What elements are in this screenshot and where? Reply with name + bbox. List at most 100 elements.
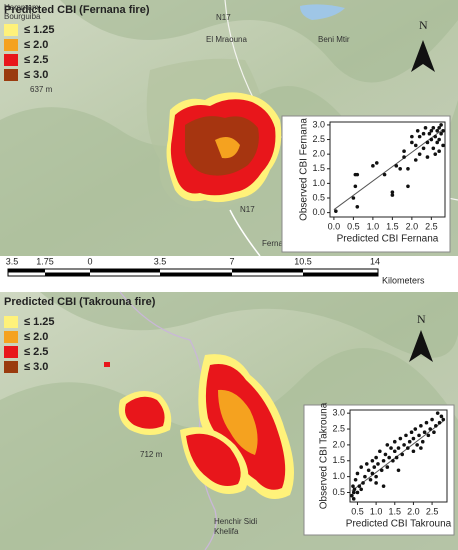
- x-tick-label: 2.0: [407, 506, 420, 516]
- y-tick-label: 0.5: [312, 192, 325, 202]
- scatter-point: [351, 196, 356, 200]
- scatter-point: [357, 484, 362, 488]
- x-tick-label: 0.5: [351, 506, 364, 516]
- scatter-point: [435, 128, 440, 133]
- scale-label: 0: [87, 256, 92, 266]
- scatter-point: [406, 184, 410, 189]
- scatter-point: [396, 446, 401, 450]
- legend-swatch: [4, 346, 18, 358]
- scatter-point: [435, 140, 440, 145]
- scatter-point: [374, 455, 378, 460]
- scatter-point: [434, 424, 438, 428]
- place-label: El Mraouna: [206, 35, 247, 44]
- scatter-point: [415, 128, 420, 133]
- x-tick-label: 1.5: [386, 221, 399, 231]
- scatter-point: [361, 481, 365, 485]
- scatter-point: [398, 166, 402, 171]
- scatter-point: [381, 484, 386, 488]
- scatter-point: [400, 452, 405, 457]
- scatter-point: [355, 490, 360, 495]
- scatter-point: [428, 427, 433, 431]
- scatter-point: [374, 481, 378, 485]
- burn-area: [104, 354, 294, 499]
- scatter-point: [433, 152, 438, 156]
- scatter-point: [439, 131, 443, 136]
- y-tick-label: 3.0: [332, 408, 345, 418]
- scatter-point: [415, 443, 419, 447]
- scatter-point: [398, 436, 403, 441]
- scatter-point: [409, 430, 414, 435]
- legend-swatch: [4, 316, 18, 328]
- x-tick-label: 0.0: [328, 221, 341, 231]
- scatter-point: [371, 164, 375, 168]
- scale-label: 7: [229, 256, 234, 266]
- scatter-point: [383, 452, 388, 457]
- scatter-point: [392, 449, 397, 454]
- scatter-point: [387, 455, 391, 460]
- scatter-point: [417, 152, 422, 156]
- legend-label: ≤ 2.0: [24, 331, 48, 343]
- scatter-point: [353, 477, 358, 482]
- legend-label: ≤ 2.5: [24, 54, 48, 66]
- scale-bar: [7, 268, 379, 277]
- scatter-point: [437, 420, 442, 425]
- scatter-point: [433, 134, 438, 139]
- scatter-point: [410, 134, 414, 139]
- y-tick-label: 1.0: [312, 178, 325, 188]
- north-label: N: [417, 312, 426, 326]
- place-label: 712 m: [140, 450, 163, 459]
- legend-swatch: [4, 331, 18, 343]
- scatter-point: [435, 411, 440, 415]
- y-axis-label: Observed CBI Takrouna: [319, 402, 330, 509]
- burn-area: [166, 92, 282, 203]
- y-tick-label: 3.0: [312, 119, 325, 129]
- scatter-point: [426, 433, 431, 438]
- scatter-point: [441, 128, 445, 133]
- scale-label: 14: [370, 256, 380, 266]
- scatter-point: [417, 433, 421, 438]
- y-tick-label: 2.5: [312, 134, 325, 144]
- scatter-point: [390, 193, 395, 197]
- x-tick-label: 2.5: [426, 506, 439, 516]
- scatter-point: [437, 137, 441, 142]
- scatter-point: [391, 458, 395, 463]
- scatter-point: [402, 443, 406, 447]
- scatter-point: [411, 449, 416, 454]
- scatter-point: [410, 140, 414, 145]
- y-tick-label: 1.5: [312, 163, 325, 173]
- scatter-point: [394, 164, 399, 168]
- legend-label: ≤ 1.25: [24, 24, 55, 36]
- x-tick-label: 1.0: [370, 506, 383, 516]
- place-label: Bourguiba: [4, 12, 41, 21]
- scatter-point: [422, 430, 427, 435]
- scatter-point: [359, 487, 363, 492]
- legend-label: ≤ 3.0: [24, 69, 48, 81]
- scatter-point: [439, 414, 444, 419]
- scatter-point: [441, 143, 445, 148]
- scatter-point: [441, 417, 446, 422]
- scatter-point: [370, 458, 375, 463]
- scatter-point: [385, 443, 390, 447]
- legend-swatch: [4, 24, 18, 36]
- scatter-point: [429, 137, 434, 142]
- panel-title: Predicted CBI (Fernana fire): [4, 4, 150, 16]
- scatter-point: [364, 462, 369, 466]
- scatter-point: [431, 126, 436, 130]
- y-tick-label: 1.0: [332, 471, 345, 481]
- y-tick-label: 0.0: [312, 207, 325, 217]
- y-axis-label: Observed CBI Fernana: [299, 118, 310, 221]
- scatter-point: [374, 474, 378, 479]
- scale-label: 1.75: [36, 256, 54, 266]
- north-arrow: [409, 40, 435, 362]
- place-label: Henchir Sidi: [214, 517, 257, 526]
- scale-label: 10.5: [294, 256, 312, 266]
- legend-swatch: [4, 361, 18, 373]
- plot-frame: [349, 409, 448, 503]
- x-tick-label: 2.0: [406, 221, 419, 231]
- scatter-point: [437, 149, 441, 154]
- scatter-point: [352, 487, 357, 492]
- place-label: N17: [216, 13, 231, 22]
- scatter-point: [407, 439, 412, 444]
- scatter-point: [437, 126, 441, 130]
- x-tick-label: 0.5: [347, 221, 360, 231]
